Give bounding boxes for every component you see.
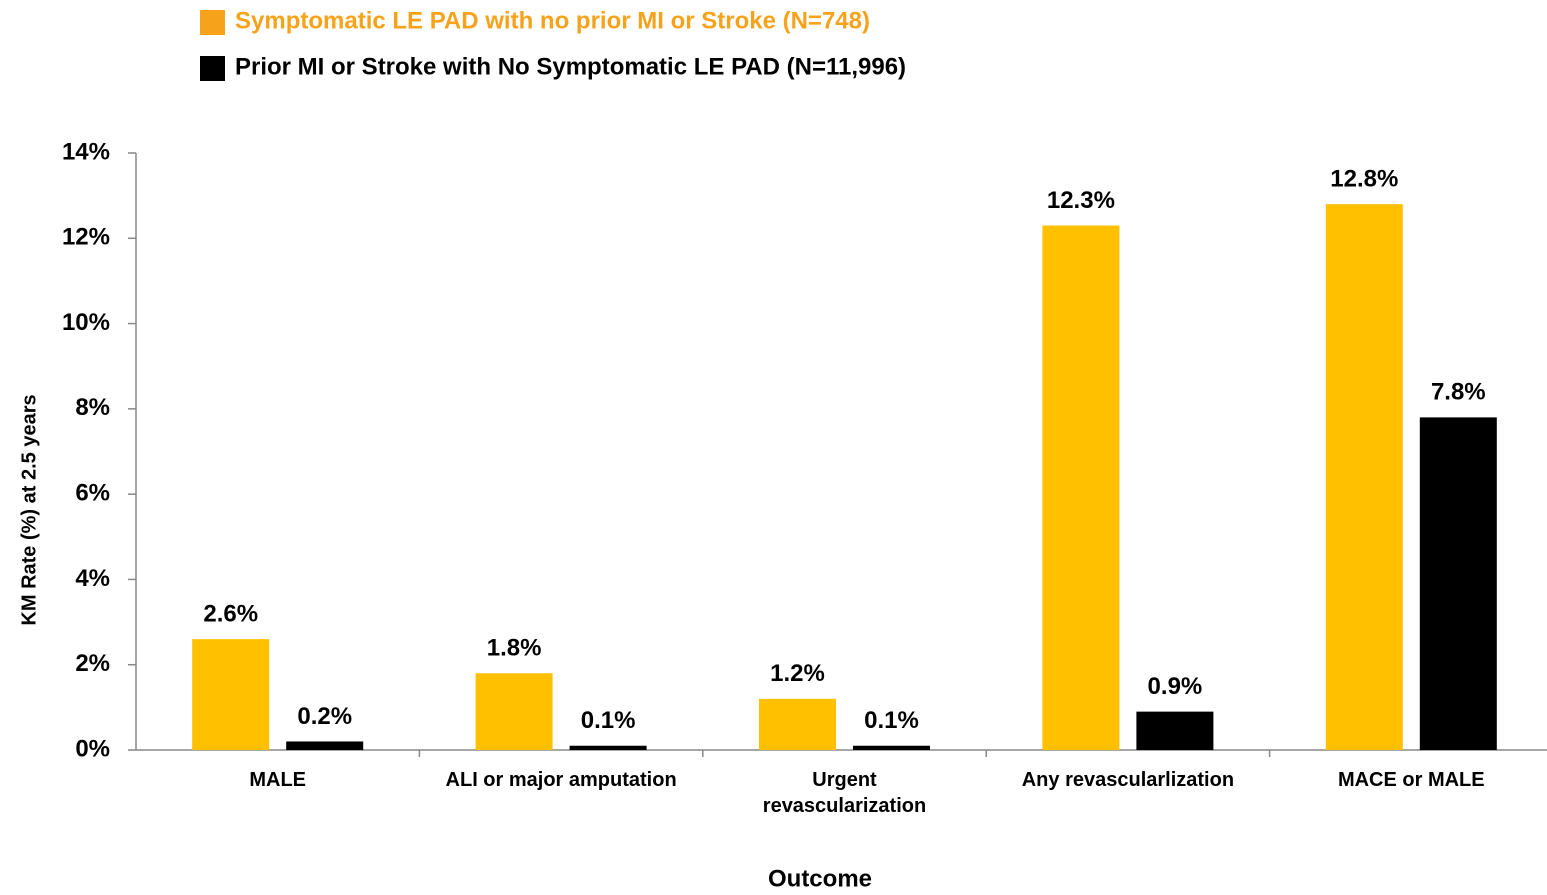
bar bbox=[286, 741, 364, 750]
bar bbox=[759, 698, 836, 750]
bar bbox=[1419, 417, 1497, 750]
legend-swatch bbox=[200, 56, 225, 81]
y-tick-label: 2% bbox=[75, 650, 110, 677]
value-label: 0.1% bbox=[864, 707, 919, 734]
x-tick-label: MALE bbox=[249, 769, 307, 791]
bar bbox=[1042, 225, 1120, 750]
y-tick-label: 10% bbox=[62, 309, 110, 336]
value-label: 1.2% bbox=[770, 660, 825, 687]
x-tick-label: ALI or major amputation bbox=[445, 769, 677, 791]
x-axis-title: Outcome bbox=[768, 865, 872, 892]
y-tick-label: 12% bbox=[62, 224, 110, 251]
y-tick-label: 6% bbox=[75, 479, 110, 506]
y-tick-label: 14% bbox=[62, 138, 110, 165]
bar bbox=[192, 639, 270, 750]
value-label: 1.8% bbox=[487, 635, 542, 662]
bar bbox=[1325, 204, 1403, 750]
value-label: 12.8% bbox=[1330, 166, 1398, 193]
bar bbox=[853, 745, 930, 750]
y-tick-label: 0% bbox=[75, 735, 110, 762]
y-tick-label: 8% bbox=[75, 394, 110, 421]
legend-label: Symptomatic LE PAD with no prior MI or S… bbox=[235, 7, 870, 34]
y-tick-label: 4% bbox=[75, 565, 110, 592]
value-label: 12.3% bbox=[1047, 187, 1115, 214]
y-axis-title: KM Rate (%) at 2.5 years bbox=[18, 394, 40, 625]
bar bbox=[475, 673, 553, 750]
value-label: 2.6% bbox=[203, 600, 258, 627]
x-tick-label: Urgent revascularization bbox=[762, 769, 927, 817]
bar bbox=[569, 745, 647, 750]
legend-swatch bbox=[200, 10, 225, 35]
value-label: 0.1% bbox=[581, 707, 636, 734]
bar bbox=[1136, 711, 1214, 750]
x-tick-label: Any revascularlization bbox=[1021, 769, 1235, 791]
value-label: 0.2% bbox=[297, 703, 352, 730]
value-label: 0.9% bbox=[1148, 673, 1203, 700]
legend-label: Prior MI or Stroke with No Symptomatic L… bbox=[235, 53, 906, 80]
value-label: 7.8% bbox=[1431, 379, 1486, 406]
x-tick-label: MACE or MALE bbox=[1337, 769, 1485, 791]
